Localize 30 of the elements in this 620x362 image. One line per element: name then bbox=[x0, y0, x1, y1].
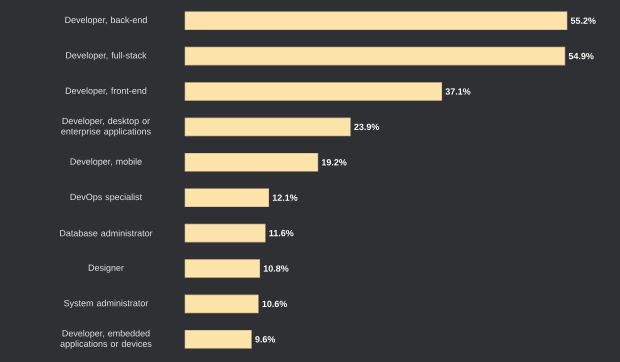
data-label: 10.8% bbox=[264, 265, 288, 272]
bar bbox=[184, 118, 351, 136]
y-tick-label: Developer, desktop or enterprise applications bbox=[61, 117, 151, 136]
data-label: 9.6% bbox=[255, 336, 276, 342]
y-tick-label: System administrator bbox=[64, 300, 148, 308]
bar bbox=[184, 294, 259, 314]
bar bbox=[184, 224, 266, 242]
y-tick-label: Developer, back-end bbox=[65, 16, 147, 25]
bar bbox=[184, 330, 252, 349]
bar bbox=[184, 259, 260, 278]
data-label: 19.2% bbox=[322, 159, 347, 166]
data-label: 23.9% bbox=[354, 124, 380, 130]
data-label: 37.1% bbox=[445, 88, 470, 95]
y-tick-label: DevOps specialist bbox=[70, 194, 142, 202]
y-tick-label: Developer, full-stack bbox=[66, 52, 147, 60]
bar bbox=[184, 11, 568, 30]
data-label: 11.6% bbox=[269, 230, 294, 236]
y-tick-label: Database administrator bbox=[60, 230, 152, 236]
data-label: 55.2% bbox=[570, 18, 596, 24]
y-tick-label: Developer, embedded applications or devices bbox=[60, 330, 152, 349]
y-tick-label: Developer, mobile bbox=[70, 158, 142, 166]
y-tick-label: Designer bbox=[88, 264, 124, 273]
bar bbox=[184, 188, 270, 207]
bar bbox=[184, 46, 566, 66]
data-label: 12.1% bbox=[272, 194, 298, 201]
bar bbox=[184, 82, 442, 101]
data-label: 54.9% bbox=[568, 52, 594, 60]
y-tick-label: Developer, front-end bbox=[66, 87, 146, 96]
bar bbox=[184, 153, 318, 172]
data-label: 10.6% bbox=[262, 300, 288, 308]
